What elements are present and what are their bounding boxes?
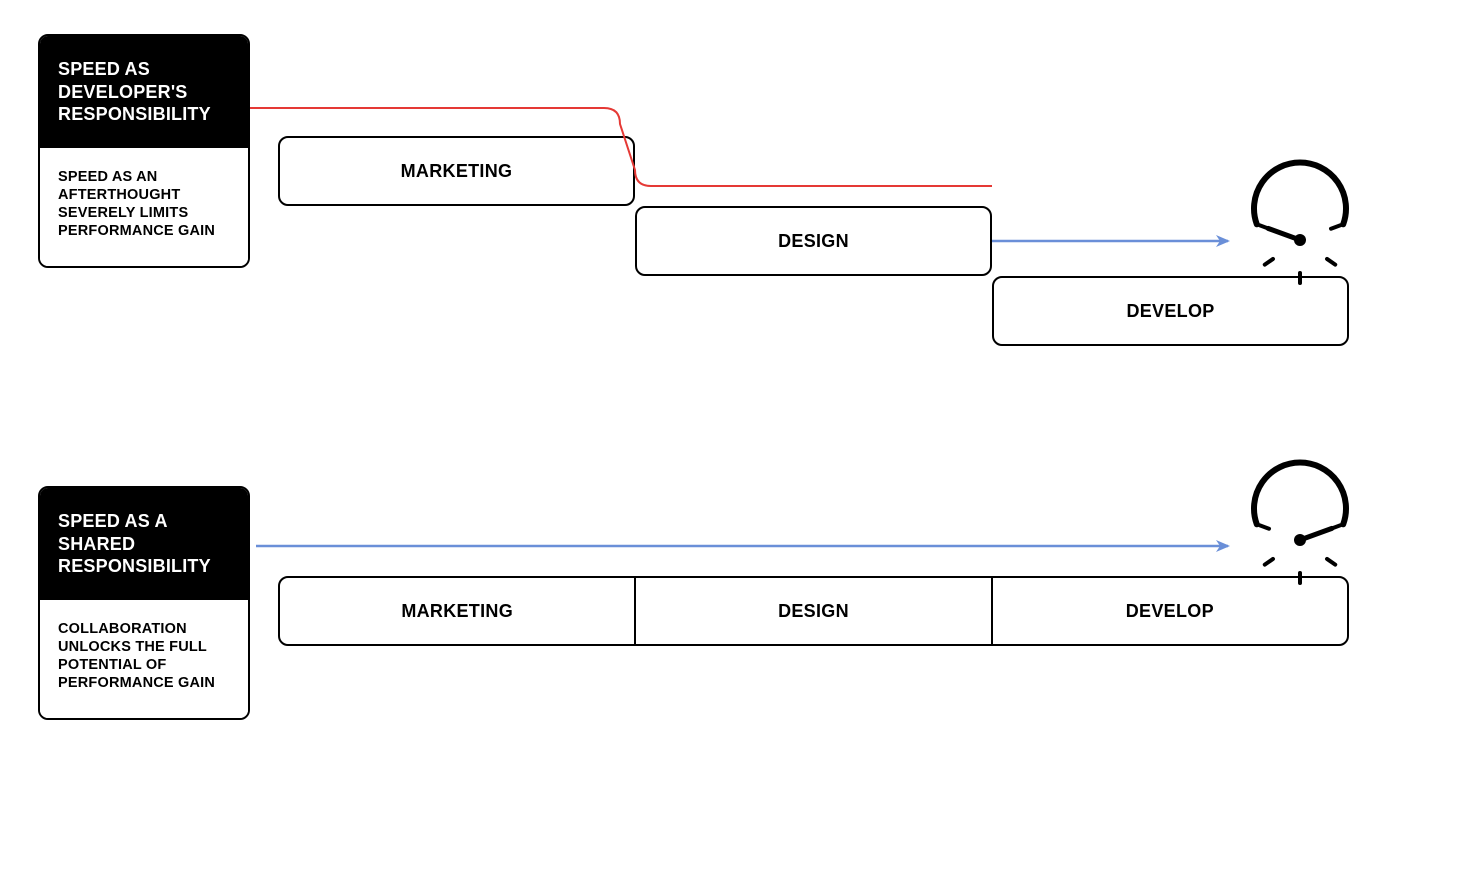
card-developer-responsibility: SPEED AS DEVELOPER'S RESPONSIBILITY SPEE…	[38, 34, 250, 268]
phase-box-develop: DEVELOP	[992, 276, 1349, 346]
card-body: COLLABORATION UNLOCKS THE FULL POTENTIAL…	[40, 600, 248, 719]
phase-cell-design: DESIGN	[634, 578, 990, 644]
card-title: SPEED AS DEVELOPER'S RESPONSIBILITY	[40, 36, 248, 148]
phase-label: DEVELOP	[1126, 301, 1214, 322]
phase-box-design: DESIGN	[635, 206, 992, 276]
phase-label: MARKETING	[401, 161, 513, 182]
phase-row-shared: MARKETING DESIGN DEVELOP	[278, 576, 1349, 646]
card-title: SPEED AS A SHARED RESPONSIBILITY	[40, 488, 248, 600]
phase-cell-marketing: MARKETING	[280, 578, 634, 644]
phase-cell-develop: DEVELOP	[991, 578, 1347, 644]
phase-box-marketing: MARKETING	[278, 136, 635, 206]
speedometer-icon	[1254, 163, 1346, 283]
diagram-stage: SPEED AS DEVELOPER'S RESPONSIBILITY SPEE…	[0, 0, 1464, 872]
phase-label: MARKETING	[401, 601, 513, 622]
phase-label: DESIGN	[778, 231, 849, 252]
speedometer-icon	[1254, 463, 1346, 583]
phase-label: DEVELOP	[1126, 601, 1214, 622]
phase-label: DESIGN	[778, 601, 849, 622]
card-shared-responsibility: SPEED AS A SHARED RESPONSIBILITY COLLABO…	[38, 486, 250, 720]
card-body: SPEED AS AN AFTERTHOUGHT SEVERELY LIMITS…	[40, 148, 248, 267]
